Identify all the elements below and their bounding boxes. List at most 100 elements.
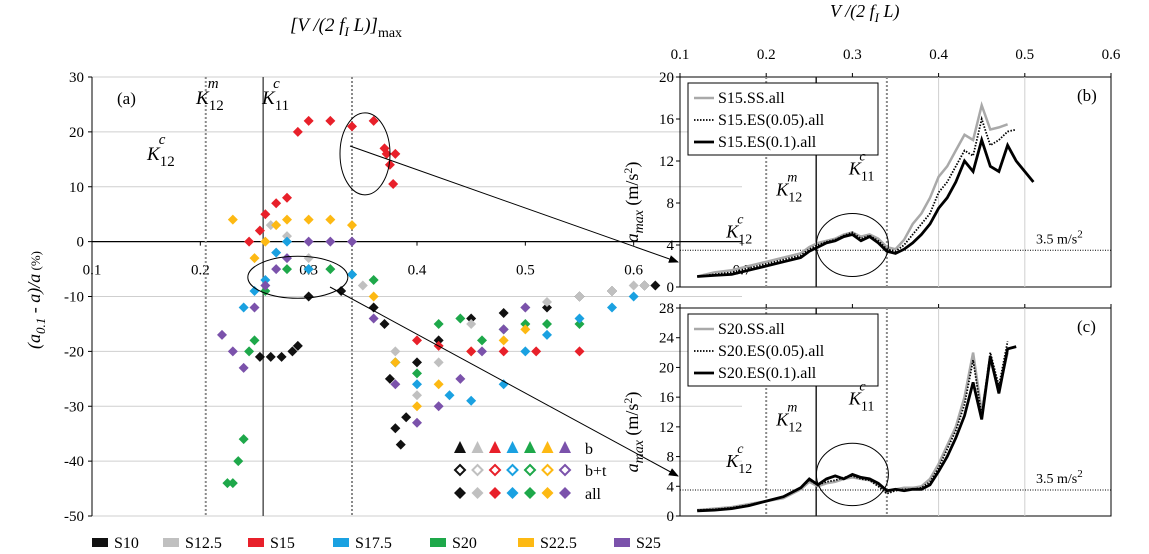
data-point (357, 280, 368, 291)
label-part: L)] (349, 15, 378, 36)
panel-label: (c) (1077, 317, 1096, 336)
legend-swatch (333, 538, 349, 547)
k-subscript: 12 (788, 191, 802, 206)
k-superscript: c (159, 132, 166, 148)
legend-label: S17.5 (355, 535, 392, 552)
y-tick-label: 30 (69, 70, 84, 86)
k-subscript: 12 (209, 98, 224, 114)
series-line (697, 345, 1017, 513)
k12c-label: K12 c (146, 132, 175, 170)
legend-box (687, 82, 879, 156)
k-symbol: K (146, 144, 161, 165)
y-tick-label: 20 (69, 125, 84, 141)
legend-label: S15 (270, 535, 295, 552)
data-point (433, 401, 444, 412)
k-symbol: K (725, 451, 739, 471)
data-point (466, 318, 477, 329)
legend-label: S25 (636, 535, 661, 552)
k-symbol: K (848, 389, 862, 409)
data-point (271, 198, 282, 209)
data-point (227, 214, 238, 225)
label-sub: I (874, 10, 880, 25)
legend-swatch (430, 538, 446, 547)
data-point (455, 373, 466, 384)
k11c-label: K11 c (848, 380, 875, 415)
x-tick-label: 0.6 (1102, 47, 1121, 63)
data-point (292, 126, 303, 137)
data-point (520, 302, 531, 313)
legend-label: S22.5 (540, 535, 577, 552)
top-axis-label: V /(2 fI L) (830, 1, 900, 25)
k12m-label: K12 m (775, 171, 802, 206)
data-point (260, 286, 271, 297)
label-unit: (m/s (622, 174, 643, 211)
data-point (271, 264, 282, 275)
data-point (368, 275, 379, 286)
x-tick-label: 0.2 (757, 47, 776, 63)
marker-diamond (541, 487, 554, 499)
marker-open-diamond (488, 463, 502, 477)
data-point (347, 220, 357, 231)
data-point (433, 335, 444, 346)
k-subscript: 12 (788, 420, 802, 435)
k-subscript: 11 (275, 98, 289, 114)
x-tick-label: 0.2 (191, 263, 210, 279)
data-point (325, 214, 336, 225)
y-tick-label: 12 (659, 420, 674, 436)
plot-frame (679, 307, 1112, 517)
series-S12-5 (254, 220, 650, 401)
data-point (238, 362, 249, 373)
label-sub: max (632, 439, 647, 463)
legend-label: S20.ES(0.1).all (718, 365, 817, 382)
data-point (542, 318, 552, 329)
data-point (222, 478, 233, 489)
data-point (282, 214, 292, 225)
k-subscript: 12 (160, 154, 175, 170)
data-point (303, 214, 314, 225)
y-tick-label: -50 (64, 509, 84, 525)
data-point (217, 329, 227, 340)
label-unit: (m/s (622, 404, 643, 441)
marker-row-label: b+t (585, 463, 607, 480)
data-point (639, 280, 650, 291)
data-point (607, 302, 617, 313)
data-point (381, 148, 392, 159)
arrow (329, 286, 679, 477)
threshold-label: 3.5 m/s2 (1036, 228, 1083, 247)
x-tick-label: 0.5 (516, 263, 535, 279)
series-line (697, 135, 1035, 278)
data-point (282, 264, 292, 275)
marker-triangle (471, 441, 484, 453)
k-subscript: 12 (738, 462, 752, 477)
highlight-ellipse (247, 255, 349, 299)
label-part: (a (24, 334, 45, 349)
panel-c: 3.5 m/s22824201612840S20.SS.allS20.ES(0.… (621, 301, 1112, 525)
data-point (412, 335, 422, 346)
data-point (466, 313, 477, 324)
k-symbol: K (725, 222, 739, 242)
data-point (347, 121, 357, 132)
y-tick-label: 16 (659, 112, 675, 128)
data-point (368, 115, 379, 126)
marker-open-diamond (471, 463, 484, 477)
data-point (388, 179, 399, 190)
data-point (249, 335, 260, 346)
y-tick-label: 0 (667, 509, 675, 525)
data-point (390, 346, 401, 357)
data-point (260, 275, 271, 286)
data-point (520, 324, 531, 335)
x-tick-label: 0.5 (1015, 47, 1034, 63)
data-point (244, 346, 255, 357)
label-sub: max (632, 209, 647, 233)
data-point (265, 351, 276, 362)
k-superscript: c (737, 213, 744, 228)
k-subscript: 12 (738, 233, 752, 248)
connector-arrows (329, 145, 679, 477)
data-point (542, 329, 552, 340)
data-point (276, 351, 287, 362)
panel-label: (a) (117, 89, 136, 108)
y-tick-label: 12 (659, 154, 674, 170)
panel-a: 3020100-10-20-30-40-500.10.20.30.40.50.6… (24, 15, 752, 552)
data-point (325, 115, 336, 126)
